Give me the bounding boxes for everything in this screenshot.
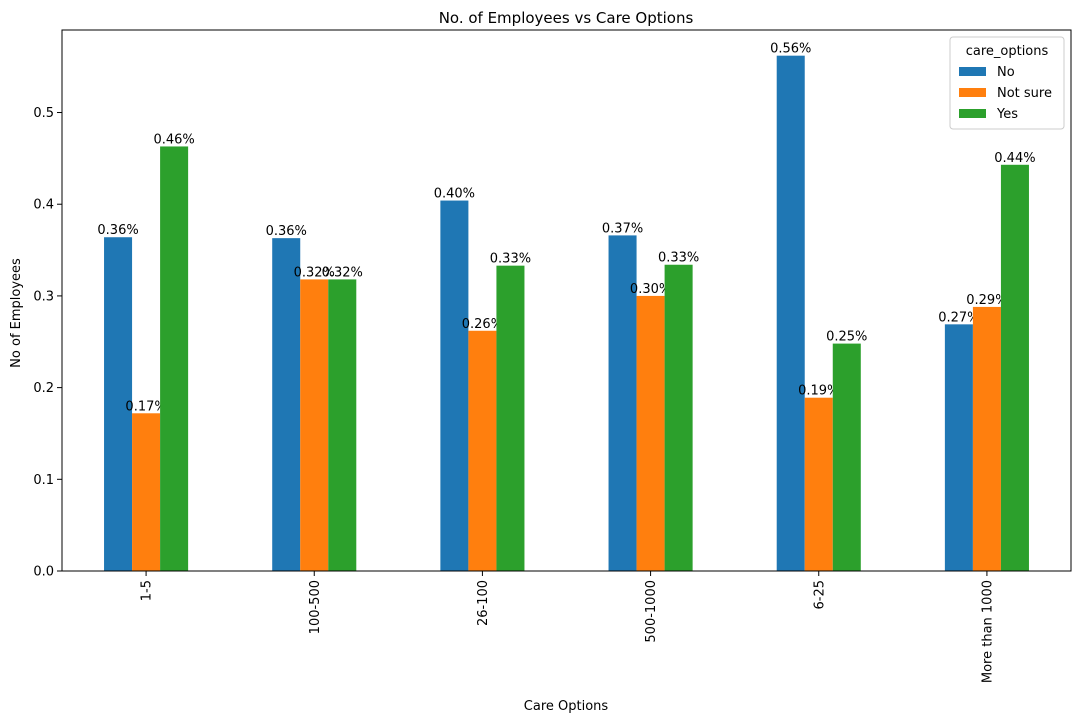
bar [468, 330, 497, 571]
bar [328, 279, 357, 571]
data-label: 0.29% [966, 293, 1007, 308]
data-label: 0.36% [266, 224, 307, 239]
data-label: 0.36% [97, 223, 138, 238]
bar [608, 235, 637, 571]
legend-swatch [959, 88, 986, 97]
bar [300, 279, 329, 571]
legend-swatch [959, 67, 986, 76]
bar [832, 343, 861, 571]
x-tick-label: 6-25 [812, 580, 827, 610]
legend-title: care_options [966, 44, 1049, 59]
bar [944, 324, 973, 571]
data-label: 0.17% [125, 399, 166, 414]
legend-frame [949, 36, 1065, 130]
x-tick-label: 26-100 [476, 580, 491, 626]
y-tick-label: 0.2 [33, 381, 54, 396]
bar [776, 55, 805, 572]
data-label: 0.33% [490, 252, 531, 267]
y-tick-label: 0.0 [33, 565, 54, 580]
data-label: 0.32% [294, 265, 335, 280]
data-label: 0.32% [322, 265, 363, 280]
x-tick-label: 100-500 [308, 580, 323, 634]
legend-entry: No [997, 65, 1015, 80]
bar [1000, 164, 1029, 572]
x-tick-label: More than 1000 [980, 580, 995, 683]
data-label: 0.40% [434, 187, 475, 202]
data-label: 0.19% [798, 384, 839, 399]
legend: care_options No Not sure Yes [949, 36, 1065, 130]
data-label: 0.56% [770, 42, 811, 57]
y-tick-label: 0.1 [33, 473, 54, 488]
bar [104, 237, 133, 571]
y-tick-label: 0.3 [33, 289, 54, 304]
data-label: 0.44% [994, 151, 1035, 166]
legend-entry: Yes [996, 107, 1018, 122]
data-label: 0.37% [602, 221, 643, 236]
bar [132, 413, 161, 571]
y-tick-label: 0.4 [33, 198, 54, 213]
data-label: 0.26% [462, 317, 503, 332]
data-label: 0.30% [630, 282, 671, 297]
bar [636, 295, 665, 571]
data-label: 0.33% [658, 251, 699, 266]
bar [160, 146, 189, 571]
bar [664, 264, 693, 571]
bar [804, 397, 833, 571]
x-tick-label: 1-5 [140, 580, 155, 601]
plot-area: 0.36% 0.36% 0.40% 0.37% 0.56% 0.27% 0.17% 0.32%… [33, 29, 1072, 683]
x-axis-label: Care Options [524, 699, 609, 714]
legend-entry: Not sure [997, 86, 1052, 101]
x-tick-label: 500-1000 [644, 580, 659, 643]
bar [972, 306, 1001, 571]
plot-frame [61, 29, 1072, 572]
chart-title: No. of Employees vs Care Options [439, 9, 694, 27]
y-tick-label: 0.5 [33, 106, 54, 121]
bar [440, 200, 469, 571]
bar [272, 238, 301, 571]
data-label: 0.25% [826, 330, 867, 345]
y-axis-label: No of Employees [9, 258, 24, 368]
legend-swatch [959, 109, 986, 118]
data-label: 0.46% [153, 132, 194, 147]
data-label: 0.27% [938, 310, 979, 325]
bar [496, 265, 525, 571]
